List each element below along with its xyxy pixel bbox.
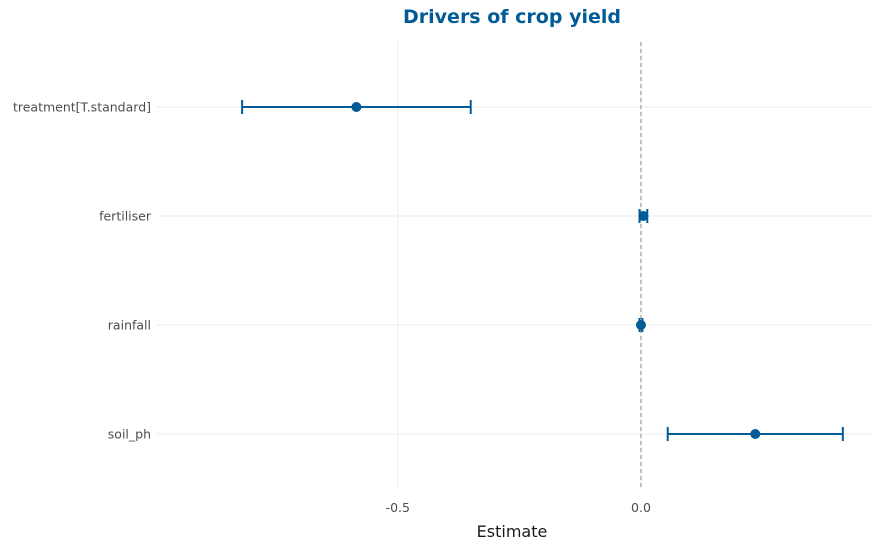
x-axis-title: Estimate <box>477 522 548 541</box>
y-tick-label-rainfall: rainfall <box>108 318 151 333</box>
chart-title: Drivers of crop yield <box>403 6 621 28</box>
y-tick-label-soil-ph: soil_ph <box>108 427 151 442</box>
y-tick-labels: treatment[T.standard] fertiliser rainfall s… <box>13 100 152 442</box>
y-tick-label-treatment-t-standard-: treatment[T.standard] <box>13 100 151 115</box>
y-tick-label-fertiliser: fertiliser <box>99 209 152 224</box>
estimate-point <box>750 429 761 439</box>
x-tick-label: -0.5 <box>386 500 410 515</box>
x-gridlines <box>397 42 642 488</box>
coefficient-rainfall <box>635 318 646 332</box>
estimate-point <box>351 102 362 112</box>
estimate-point <box>635 320 646 330</box>
coefficient-marks <box>241 100 844 441</box>
x-tick-labels: -0.5 0.0 <box>386 500 651 515</box>
x-tick-label: 0.0 <box>631 500 651 515</box>
coefficient-soil-ph <box>666 427 844 441</box>
y-gridlines <box>157 106 872 435</box>
coefficient-treatment-t-standard- <box>241 100 472 114</box>
estimate-point <box>638 211 649 221</box>
coefficient-fertiliser <box>638 209 649 223</box>
